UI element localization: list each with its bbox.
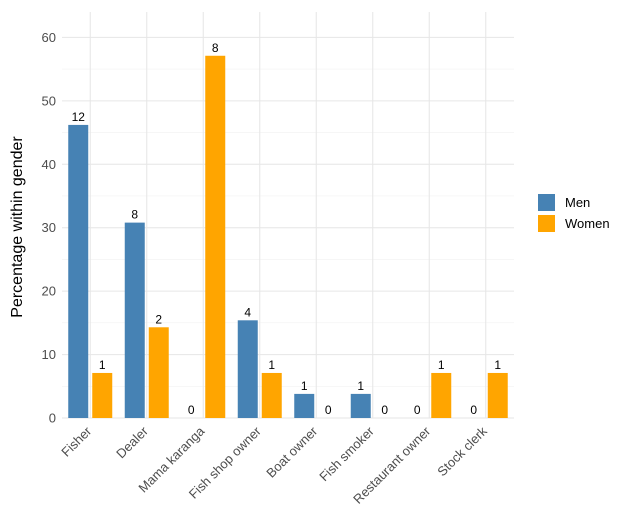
bar-men <box>350 393 371 418</box>
bar-women <box>431 372 452 418</box>
data-label: 1 <box>268 358 275 372</box>
x-tick-label: Fish smoker <box>316 423 377 484</box>
x-tick-label: Stock clerk <box>434 423 490 479</box>
x-tick-label: Fisher <box>58 423 95 460</box>
data-label: 1 <box>301 379 308 393</box>
data-label: 1 <box>357 379 364 393</box>
y-tick-label: 10 <box>42 347 56 362</box>
bar-women <box>205 55 226 418</box>
bar-women <box>148 327 169 418</box>
y-tick-label: 40 <box>42 157 56 172</box>
data-label: 0 <box>414 403 421 417</box>
y-axis-title: Percentage within gender <box>9 136 26 318</box>
data-label: 0 <box>188 403 195 417</box>
bars <box>68 55 508 418</box>
data-label: 0 <box>325 403 332 417</box>
data-label: 4 <box>244 305 251 319</box>
bar-women <box>261 372 282 418</box>
data-label: 12 <box>72 110 86 124</box>
data-label: 2 <box>155 312 162 326</box>
bar-men <box>124 222 145 418</box>
bar-men <box>237 320 258 418</box>
data-label: 0 <box>470 403 477 417</box>
data-labels: 12 1 8 2 0 8 4 1 1 0 1 0 0 1 0 1 <box>72 41 502 417</box>
legend-key-men <box>538 194 555 211</box>
x-tick-label: Boat owner <box>263 423 321 481</box>
x-tick-label: Dealer <box>113 423 151 461</box>
legend-label: Men <box>565 195 590 210</box>
y-axis: 0 10 20 30 40 50 60 <box>42 30 56 426</box>
legend-key-women <box>538 215 555 232</box>
data-label: 8 <box>131 208 138 222</box>
data-label: 1 <box>99 358 106 372</box>
data-label: 8 <box>212 41 219 55</box>
legend: Men Women <box>538 194 610 232</box>
data-label: 1 <box>494 358 501 372</box>
data-label: 0 <box>381 403 388 417</box>
bar-men <box>294 393 315 418</box>
bar-men <box>68 124 89 418</box>
bar-women <box>487 372 508 418</box>
legend-label: Women <box>565 216 610 231</box>
y-tick-label: 60 <box>42 30 56 45</box>
y-tick-label: 50 <box>42 93 56 108</box>
y-tick-label: 0 <box>49 411 56 426</box>
y-tick-label: 20 <box>42 284 56 299</box>
y-tick-label: 30 <box>42 220 56 235</box>
data-label: 1 <box>438 358 445 372</box>
bar-women <box>92 372 113 418</box>
